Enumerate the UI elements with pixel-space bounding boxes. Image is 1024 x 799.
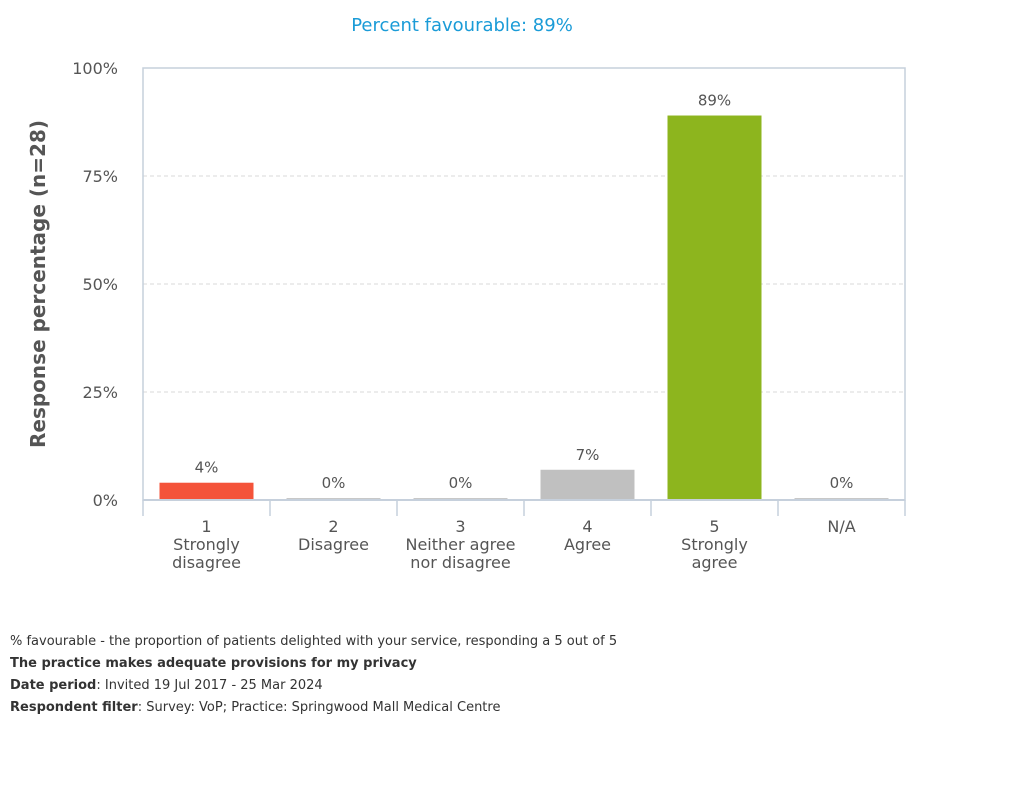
bar-value-label: 0%	[449, 474, 473, 492]
y-axis-label: Response percentage (n=28)	[26, 120, 50, 448]
x-tick-label: disagree	[172, 553, 241, 572]
x-tick-number: 3	[455, 517, 465, 536]
y-tick-label: 0%	[93, 491, 118, 510]
bar-value-label: 7%	[576, 446, 600, 464]
y-tick-label: 100%	[72, 59, 118, 78]
bar	[667, 115, 762, 501]
x-tick-label: agree	[692, 553, 738, 572]
date-period-value: : Invited 19 Jul 2017 - 25 Mar 2024	[96, 678, 323, 693]
x-tick-label: Disagree	[298, 535, 369, 554]
respondent-filter-value: : Survey: VoP; Practice: Springwood Mall…	[137, 700, 501, 715]
bar-value-label: 0%	[830, 474, 854, 492]
chart-title: Percent favourable: 89%	[351, 15, 573, 36]
x-tick-label: Strongly	[681, 535, 748, 554]
bar	[159, 482, 254, 500]
bar-value-label: 0%	[322, 474, 346, 492]
x-tick-number: 1	[201, 517, 211, 536]
x-tick-number: N/A	[827, 517, 855, 536]
respondent-filter-label: Respondent filter	[10, 700, 138, 715]
chart: Percent favourable: 89%0%25%50%75%100%Re…	[26, 15, 906, 572]
y-tick-label: 25%	[82, 383, 118, 402]
x-tick-label: Neither agree	[405, 535, 515, 554]
x-tick-label: Agree	[564, 535, 611, 554]
x-tick-label: nor disagree	[410, 553, 510, 572]
question-text: The practice makes adequate provisions f…	[10, 656, 417, 671]
date-period-label: Date period	[10, 678, 97, 693]
x-tick-number: 2	[328, 517, 338, 536]
y-tick-label: 75%	[82, 167, 118, 186]
x-tick-number: 5	[709, 517, 719, 536]
x-tick-label: Strongly	[173, 535, 240, 554]
chart-footer: % favourable - the proportion of patient…	[10, 631, 617, 719]
favourable-note: % favourable - the proportion of patient…	[10, 634, 618, 649]
bar-value-label: 4%	[195, 459, 219, 477]
bar	[540, 469, 635, 500]
bar-value-label: 89%	[698, 92, 731, 110]
x-tick-number: 4	[582, 517, 592, 536]
y-tick-label: 50%	[82, 275, 118, 294]
